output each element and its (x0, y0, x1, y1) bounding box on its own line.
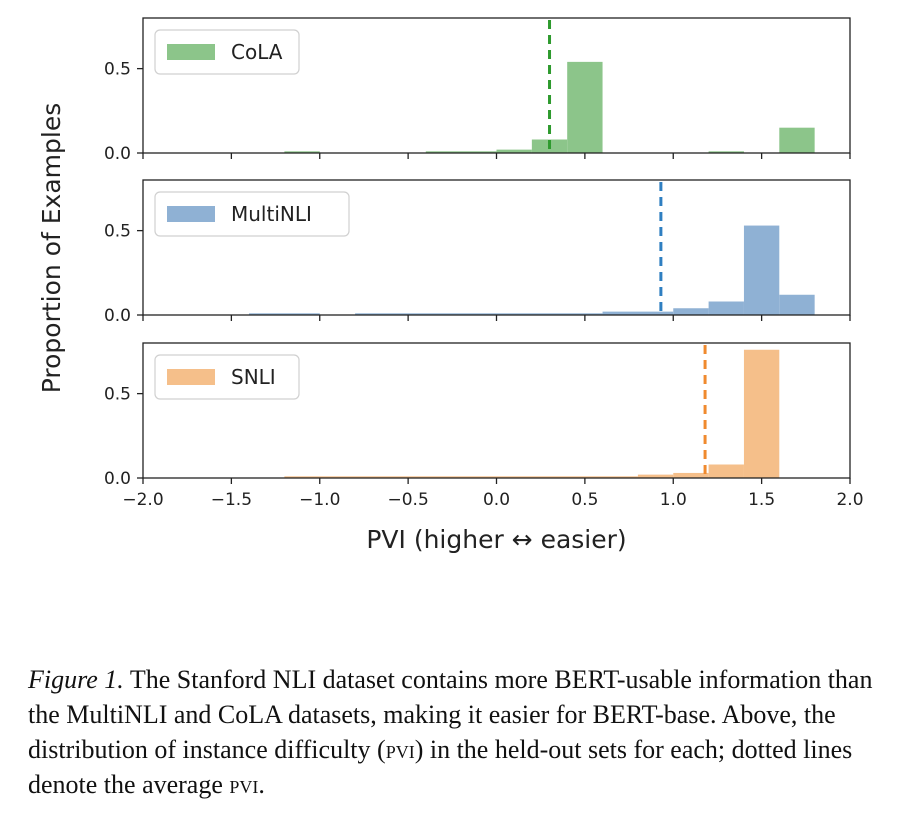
histogram-bar (708, 464, 744, 478)
x-tick-label: −2.0 (122, 490, 163, 510)
legend: SNLI (154, 354, 300, 400)
histogram-figure: 0.0 0.5 CoLA 0.0 0.5 MultiNLI 0.0 0.5 SNLI −2.0 −1… (37, 17, 864, 554)
legend-swatch (167, 44, 215, 60)
legend-label-snli: SNLI (231, 365, 276, 389)
x-tick-label: −1.5 (211, 490, 252, 510)
legend-label-multinli: MultiNLI (231, 202, 312, 226)
caption-pvi-2: pvi (229, 770, 259, 799)
histogram-bar (637, 474, 674, 478)
y-tick-label: 0.0 (104, 469, 131, 489)
histogram-bar (779, 294, 815, 315)
histogram-bar (743, 349, 780, 478)
caption-pvi-1: pvi (385, 735, 415, 764)
histogram-bar (249, 313, 320, 315)
y-tick-label: 0.5 (104, 222, 131, 242)
x-tick-label: 2.0 (836, 490, 863, 510)
caption-text-1: The Stanford NLI dataset contains more B… (28, 665, 873, 764)
caption-text-2: ) in the held-out sets for each; dotted … (28, 735, 853, 799)
y-axis-title: Proportion of Examples (37, 103, 66, 393)
legend-box (154, 29, 300, 75)
y-tick-label: 0.0 (104, 144, 131, 164)
y-tick-label: 0.5 (104, 385, 131, 405)
histogram-bar (355, 313, 603, 315)
histogram-bar (425, 151, 497, 153)
caption-text-3: . (258, 770, 265, 799)
histogram-bar (673, 308, 709, 315)
x-axis-title: PVI (higher ↔ easier) (366, 525, 626, 554)
histogram-bar (743, 225, 780, 315)
figure-label: Figure 1. (28, 665, 124, 694)
legend-label-cola: CoLA (231, 40, 283, 64)
y-tick-label: 0.0 (104, 306, 131, 326)
histogram-bar (284, 476, 638, 478)
histogram-bar (673, 472, 709, 478)
legend-swatch (167, 369, 215, 385)
histogram-bar (567, 61, 603, 153)
figure-caption: Figure 1. The Stanford NLI dataset conta… (28, 662, 888, 802)
x-tick-label: −1.0 (299, 490, 340, 510)
panel-snli: 0.0 0.5 SNLI (104, 342, 851, 489)
panel-multinli: 0.0 0.5 MultiNLI (104, 179, 851, 326)
histogram-bar (284, 151, 320, 153)
legend: CoLA (154, 29, 300, 75)
panel-cola: 0.0 0.5 CoLA (104, 17, 851, 164)
y-tick-label: 0.5 (104, 60, 131, 80)
histogram-bar (708, 151, 744, 153)
x-tick-label: 0.0 (483, 490, 510, 510)
x-tick-label: −0.5 (387, 490, 428, 510)
x-tick-label: 0.5 (571, 490, 598, 510)
legend-swatch (167, 206, 215, 222)
histogram-bar (602, 311, 674, 315)
histogram-bar (779, 127, 815, 153)
histogram-bar (496, 149, 532, 153)
legend-box (154, 354, 300, 400)
x-tick-label: 1.5 (748, 490, 775, 510)
histogram-bar (708, 301, 744, 315)
legend: MultiNLI (154, 191, 350, 237)
legend-box (154, 191, 350, 237)
x-tick-label: 1.0 (660, 490, 687, 510)
